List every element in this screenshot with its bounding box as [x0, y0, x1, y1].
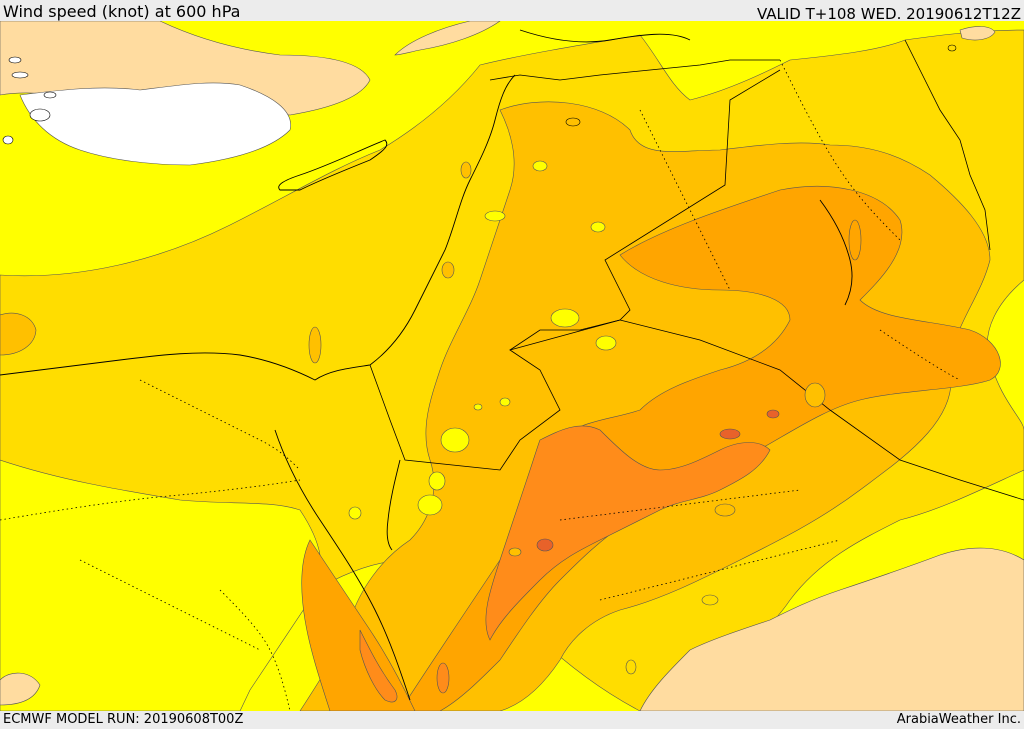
band-low-northeast — [959, 26, 996, 41]
band-lowest-northwest — [19, 82, 291, 166]
aegean-islands — [2, 56, 57, 145]
province-boundaries — [0, 59, 961, 711]
country-borders — [369, 39, 1024, 501]
coastlines — [0, 29, 853, 701]
band-yellow-west — [0, 459, 322, 711]
band-gold-west-blob — [0, 312, 37, 356]
lakes — [565, 44, 957, 127]
band-orange-core — [399, 185, 1001, 711]
credit-label: ArabiaWeather Inc. — [896, 712, 1021, 727]
band-highest-cell-1 — [536, 538, 554, 552]
map-title: Wind speed (knot) at 600 hPa — [3, 2, 241, 21]
model-run-label: ECMWF MODEL RUN: 20190608T00Z — [3, 712, 244, 727]
band-highest-cell-3 — [766, 409, 780, 419]
map-canvas — [0, 21, 1024, 711]
valid-time-label: VALID T+108 WED. 20190612T12Z — [756, 5, 1021, 23]
small-contours — [308, 160, 862, 694]
band-low-southwest — [0, 672, 41, 706]
wind-speed-map — [0, 21, 1024, 711]
band-highest-cell-2 — [719, 428, 741, 440]
band-orange-redsea — [301, 539, 416, 711]
band-low-southeast — [639, 547, 1024, 711]
band-low-north — [394, 21, 501, 56]
band-dark-orange-redsea — [359, 629, 398, 703]
band-dark-orange-core — [485, 425, 771, 641]
